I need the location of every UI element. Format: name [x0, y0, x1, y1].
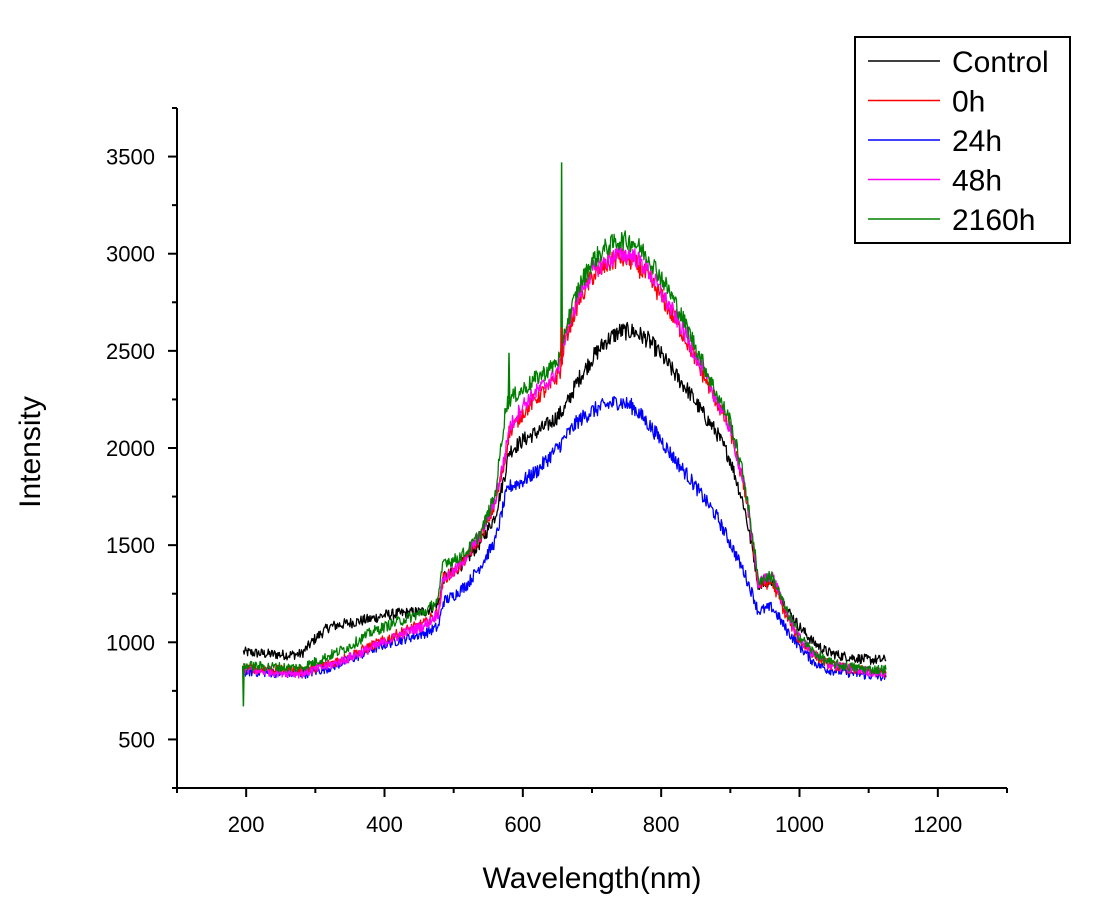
y-ticks: 500 1000 1500 2000 2500 3000 3500 — [106, 107, 177, 789]
legend-label-48h: 48h — [952, 165, 1002, 198]
series-line-48h — [242, 244, 887, 679]
x-axis-title: Wavelength(nm) — [483, 862, 702, 895]
series-line-control — [242, 321, 887, 665]
legend-label-0h: 0h — [952, 86, 985, 119]
legend-label-control: Control — [952, 46, 1049, 79]
x-tick-label: 600 — [504, 812, 541, 837]
y-tick-label: 1500 — [106, 533, 155, 558]
spike-2160h — [241, 665, 245, 707]
series-line-24h — [242, 395, 887, 682]
spike-0h — [560, 327, 564, 365]
y-tick-label: 3500 — [106, 145, 155, 170]
y-tick-label: 2500 — [106, 339, 155, 364]
y-tick-label: 3000 — [106, 242, 155, 267]
x-tick-label: 400 — [366, 812, 403, 837]
legend-label-2160h: 2160h — [952, 204, 1035, 237]
x-tick-label: 200 — [228, 812, 265, 837]
y-tick-label: 2000 — [106, 436, 155, 461]
y-tick-label: 1000 — [106, 630, 155, 655]
spike-2160h — [507, 352, 511, 400]
legend: Control 0h 24h 48h 2160h — [854, 36, 1071, 244]
series-lines — [241, 162, 887, 707]
series-line-2160h — [242, 230, 887, 675]
series-line-0h — [242, 248, 887, 679]
x-ticks: 200 400 600 800 1000 1200 — [176, 788, 1008, 837]
legend-label-24h: 24h — [952, 125, 1002, 158]
y-tick-label: 500 — [118, 727, 155, 752]
spike-2160h — [560, 162, 564, 352]
x-tick-label: 800 — [643, 812, 680, 837]
x-tick-label: 1200 — [913, 812, 962, 837]
y-axis-title: Intensity — [14, 396, 47, 508]
x-tick-label: 1000 — [775, 812, 824, 837]
